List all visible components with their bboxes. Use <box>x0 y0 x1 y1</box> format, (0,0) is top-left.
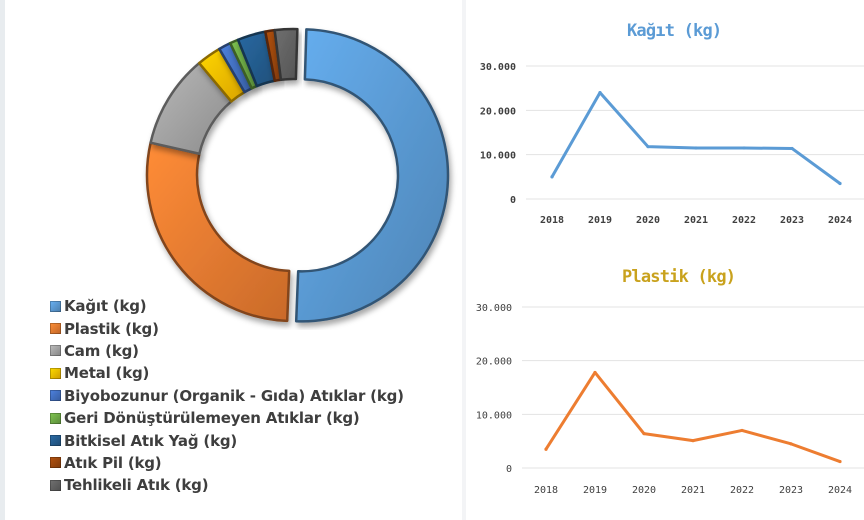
series-line <box>544 370 842 464</box>
data-point <box>544 447 548 451</box>
data-point <box>691 439 695 443</box>
legend-item: Biyobozunur (Organik - Gıda) Atıklar (kg… <box>50 385 404 407</box>
chart-title-kagit: Kağıt (kg) <box>627 21 722 41</box>
legend-item: Metal (kg) <box>50 362 404 384</box>
legend-label: Plastik (kg) <box>64 319 159 338</box>
legend-swatch <box>50 390 61 402</box>
x-tick-label: 2024 <box>828 215 852 226</box>
x-tick-label: 2021 <box>684 215 708 226</box>
legend-item: Atık Pil (kg) <box>50 452 404 474</box>
x-tick-label: 2022 <box>730 485 754 496</box>
legend-label: Geri Dönüştürülemeyen Atıklar (kg) <box>64 409 360 428</box>
donut-chart <box>145 27 450 323</box>
legend: Kağıt (kg) Plastik (kg) Cam (kg) Metal (kg)… <box>50 295 404 497</box>
y-tick-label: 30.000 <box>476 303 512 314</box>
data-point <box>593 370 597 375</box>
left-edge <box>0 0 5 520</box>
legend-label: Tehlikeli Atık (kg) <box>64 476 209 495</box>
y-tick-label: 20.000 <box>480 106 516 117</box>
legend-label: Kağıt (kg) <box>64 297 147 316</box>
data-point <box>838 181 842 186</box>
series-line <box>550 91 842 185</box>
y-tick-label: 0 <box>506 464 512 475</box>
donut-segment <box>273 27 299 82</box>
data-point <box>838 459 842 464</box>
legend-label: Cam (kg) <box>64 341 139 360</box>
x-tick-label: 2019 <box>588 215 612 226</box>
data-point <box>742 146 746 150</box>
y-tick-label: 30.000 <box>480 62 516 73</box>
legend-item: Tehlikeli Atık (kg) <box>50 474 404 496</box>
x-tick-label: 2018 <box>534 485 558 496</box>
legend-item: Geri Dönüştürülemeyen Atıklar (kg) <box>50 407 404 429</box>
x-tick-label: 2023 <box>780 215 804 226</box>
legend-label: Atık Pil (kg) <box>64 453 162 472</box>
legend-swatch <box>50 435 61 447</box>
line-chart-plastik: 0 10.000 20.000 30.000 2018 2019 2020 2021 2022 2… <box>476 303 864 496</box>
data-point <box>789 442 793 446</box>
y-tick-label: 10.000 <box>476 410 512 421</box>
y-tick-label: 0 <box>510 195 516 206</box>
legend-swatch <box>50 323 61 335</box>
x-tick-label: 2020 <box>632 485 656 496</box>
data-point <box>598 91 602 95</box>
data-point <box>642 432 646 436</box>
data-point <box>740 428 744 433</box>
legend-item: Plastik (kg) <box>50 317 404 339</box>
x-tick-label: 2019 <box>583 485 607 496</box>
legend-swatch <box>50 367 61 379</box>
legend-swatch <box>50 300 61 312</box>
legend-label: Metal (kg) <box>64 364 150 383</box>
legend-swatch <box>50 345 61 357</box>
legend-label: Biyobozunur (Organik - Gıda) Atıklar (kg… <box>64 386 404 405</box>
legend-swatch <box>50 412 61 424</box>
legend-label: Bitkisel Atık Yağ (kg) <box>64 431 238 450</box>
x-tick-label: 2018 <box>540 215 564 226</box>
y-tick-label: 20.000 <box>476 357 512 368</box>
data-point <box>550 175 554 179</box>
donut-segment <box>145 141 291 323</box>
y-tick-label: 10.000 <box>480 151 516 162</box>
panel-divider <box>462 0 466 520</box>
legend-item: Bitkisel Atık Yağ (kg) <box>50 429 404 451</box>
x-tick-label: 2023 <box>779 485 803 496</box>
data-point <box>790 146 794 151</box>
x-tick-label: 2024 <box>828 485 852 496</box>
line-chart-kagit: 0 10.000 20.000 30.000 2018 2019 2020 2021 2022 2… <box>480 62 864 226</box>
legend-swatch <box>50 479 61 491</box>
donut-segment <box>294 28 450 323</box>
legend-item: Kağıt (kg) <box>50 295 404 317</box>
x-tick-label: 2021 <box>681 485 705 496</box>
data-point <box>694 146 698 150</box>
x-tick-label: 2020 <box>636 215 660 226</box>
legend-item: Cam (kg) <box>50 340 404 362</box>
legend-swatch <box>50 457 61 469</box>
x-tick-label: 2022 <box>732 215 756 226</box>
data-point <box>646 145 650 149</box>
donut-panel: Kağıt (kg) Plastik (kg) Cam (kg) Metal (kg)… <box>0 0 450 520</box>
chart-title-plastik: Plastik (kg) <box>622 267 736 287</box>
